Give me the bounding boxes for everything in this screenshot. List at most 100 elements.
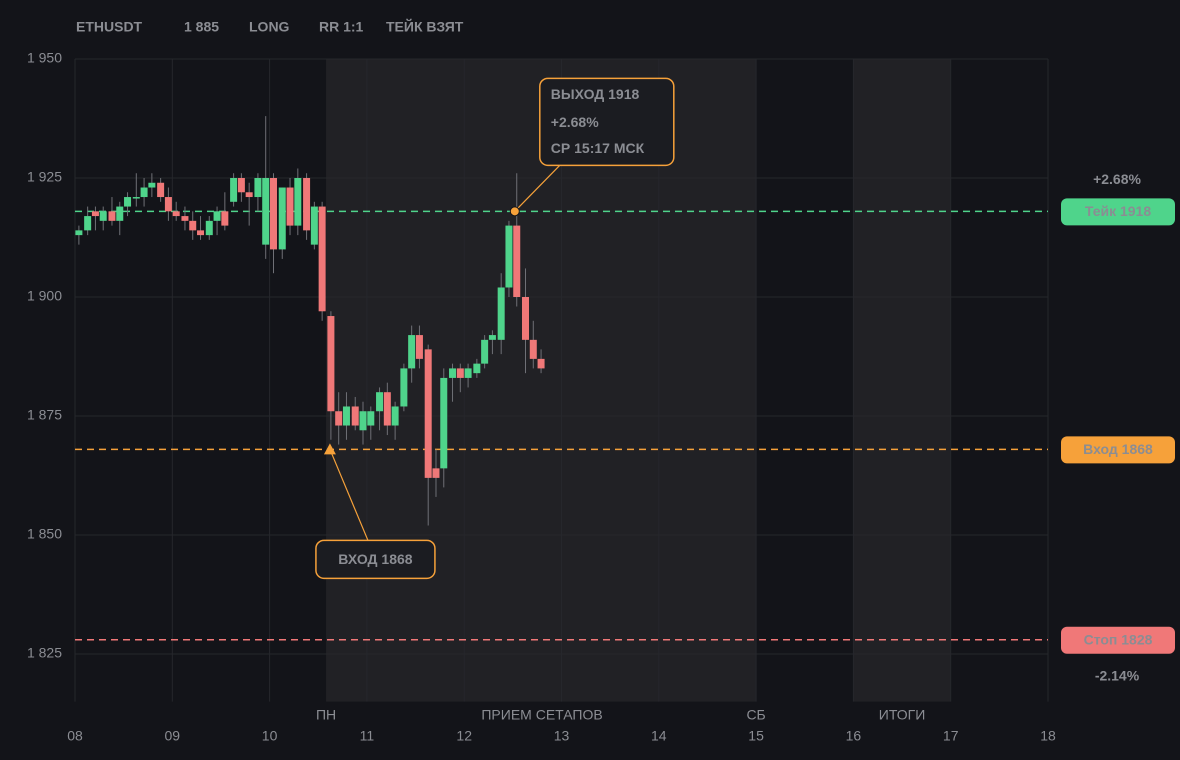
candle-body [335,411,343,426]
candle-body [464,368,472,378]
candle-body [449,368,457,378]
candle-body [342,406,350,426]
candle-body [75,230,83,236]
candle-body [294,178,302,226]
y-tick-label: 1 900 [27,288,62,304]
candle-body [140,187,148,198]
candle-body [303,178,311,231]
x-tick-label: 18 [1040,728,1056,744]
candle-body [424,349,432,478]
y-tick-label: 1 925 [27,169,62,185]
candle-body [327,316,335,412]
candle-body [245,192,253,198]
y-tick-label: 1 950 [27,50,62,66]
candle-body [116,206,124,221]
candle-body [456,368,464,378]
candle-body [440,377,448,469]
candle-body [432,468,440,478]
x-tick-label: 12 [456,728,472,744]
candle-body [254,178,262,198]
x-tick-label: 15 [748,728,764,744]
session-label: СБ [746,707,765,723]
callout-box [539,77,675,167]
candle-body [262,178,270,245]
candle-body [286,187,294,226]
x-tick-label: 16 [846,728,862,744]
candle-body [84,216,92,231]
candle-body [367,411,375,426]
header-item: ТЕЙК ВЗЯТ [386,18,464,35]
callout-text: +2.68% [551,114,599,130]
candle-body [497,287,505,340]
level-badge [1061,436,1175,464]
candle-body [181,216,189,221]
candle-body [197,230,205,236]
candle-body [189,220,197,231]
level-badge [1061,626,1175,654]
x-tick-label: 13 [554,728,570,744]
y-tick-label: 1 875 [27,407,62,423]
candle-body [278,187,286,250]
candle-body [213,211,221,221]
header-item: LONG [249,19,290,35]
candle-body [205,220,213,236]
candle-body [408,335,416,369]
candle-body [400,368,408,407]
callout-text: ВЫХОД 1918 [551,86,640,102]
header-item: ETHUSDT [76,19,143,35]
y-tick-label: 1 850 [27,526,62,542]
callout-text: ВХОД 1868 [338,551,412,567]
candle-body [310,206,318,245]
x-tick-label: 14 [651,728,667,744]
level-label: Вход 1868 [1083,441,1153,457]
callout-box [315,539,436,580]
candle-body [108,211,116,221]
candle-body [124,197,132,207]
callout-pointer [514,164,561,212]
candle-body [359,411,367,431]
shaded-range [853,59,951,702]
session-label: ИТОГИ [879,707,926,723]
callout-text: СР 15:17 МСК [551,140,645,156]
candle-body [351,406,359,426]
candle-body [376,392,384,412]
shaded-range [326,59,757,702]
candle-body [521,297,529,340]
candle-body [383,392,391,426]
candle-body [148,182,156,188]
candle-body [230,178,238,202]
entry-marker [323,443,336,455]
candle-body [157,182,165,198]
header-item: RR 1:1 [319,19,364,35]
x-tick-label: 09 [165,728,181,744]
candle-body [221,211,229,226]
candle-body [505,225,513,288]
candle-body [164,197,172,212]
exit-marker [509,206,520,217]
candle-body [391,406,399,426]
candle-body [529,339,537,359]
header-item: 1 885 [184,19,219,35]
x-tick-label: 11 [360,728,375,744]
candle-body [513,225,521,297]
candle-body [318,206,326,312]
candle-body [269,178,277,250]
x-tick-label: 08 [67,728,83,744]
x-tick-label: 17 [943,728,959,744]
session-label: ПРИЕМ СЕТАПОВ [481,707,602,723]
candle-body [415,335,423,359]
level-percent: -2.14% [1095,667,1140,683]
candle-body [132,197,140,199]
candle-body [172,211,180,217]
candle-body [481,339,489,364]
level-label: Тейк 1918 [1085,203,1152,219]
level-badge [1061,198,1175,226]
candle-body [488,335,496,340]
candle-body [537,358,545,369]
y-tick-label: 1 825 [27,645,62,661]
session-label: ПН [316,707,336,723]
callout-pointer [329,449,369,541]
x-tick-label: 10 [262,728,278,744]
